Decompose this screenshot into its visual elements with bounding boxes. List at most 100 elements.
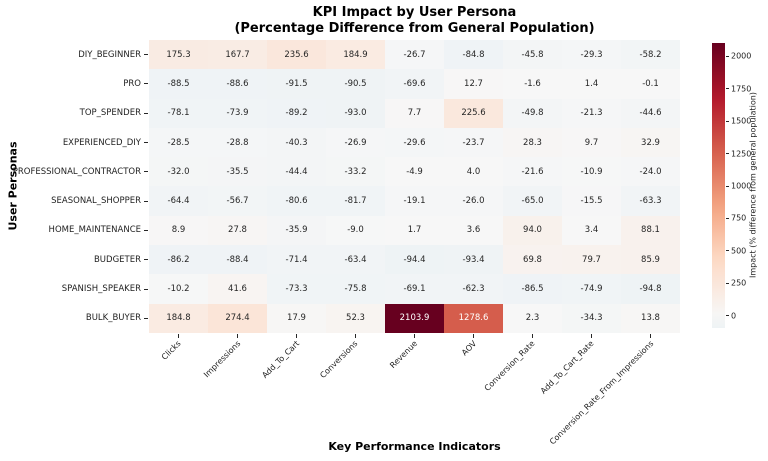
tick-mark [296, 333, 297, 338]
heatmap-cell: -80.6 [267, 186, 326, 216]
colorbar-tick-label: 250 [731, 278, 747, 288]
heatmap-cell: 1278.6 [444, 303, 503, 333]
heatmap-cell: 7.7 [385, 98, 444, 128]
heatmap-cell: 17.9 [267, 303, 326, 333]
y-tick-label: SEASONAL_SHOPPER [51, 196, 141, 207]
colorbar-tick-label: 1500 [731, 116, 752, 126]
heatmap-grid: 175.3 167.7 235.6 184.9 -26.7 -84.8 -45.8 -29.3… [149, 40, 680, 333]
heatmap-cell: 1.7 [385, 215, 444, 246]
heatmap-cell: 8.9 [149, 215, 208, 246]
heatmap-cell: -64.4 [149, 186, 208, 216]
tick-mark [532, 333, 533, 338]
heatmap-cell: -74.9 [562, 274, 621, 304]
colorbar-tick-mark [726, 153, 729, 155]
tick-mark [144, 142, 148, 144]
colorbar-tick-mark [726, 185, 729, 187]
tick-mark [144, 317, 148, 319]
heatmap-cell: -44.4 [267, 157, 326, 187]
y-tick-label: BULK_BUYER [85, 313, 141, 324]
chart-title: KPI Impact by User Persona (Percentage D… [119, 5, 710, 36]
y-tick-label: EXPERIENCED_DIY [62, 137, 141, 148]
tick-mark [650, 333, 651, 338]
heatmap-cell: -84.8 [444, 40, 503, 70]
heatmap-cell: -89.2 [267, 98, 326, 128]
heatmap-cell: -10.2 [149, 274, 208, 304]
heatmap-cell: -24.0 [621, 157, 680, 187]
heatmap-cell: -75.8 [326, 274, 385, 304]
colorbar-tick-mark [726, 120, 729, 122]
x-axis-title: Key Performance Indicators [328, 440, 501, 453]
tick-mark [237, 333, 238, 338]
x-tick-label: AOV [459, 339, 478, 358]
x-tick-label: Clicks [160, 339, 183, 362]
tick-mark [591, 333, 592, 338]
tick-mark [144, 288, 148, 290]
heatmap-cell: -93.4 [444, 245, 503, 275]
colorbar-tick-label: 1000 [731, 181, 752, 191]
heatmap-cell: 12.7 [444, 69, 503, 99]
heatmap-cell: -21.3 [562, 98, 621, 128]
tick-mark [144, 200, 148, 202]
heatmap-cell: -49.8 [503, 98, 562, 128]
heatmap-cell: -86.2 [149, 245, 208, 275]
tick-mark [144, 112, 148, 114]
heatmap-cell: -88.4 [208, 245, 267, 275]
heatmap-cell: -63.4 [326, 245, 385, 275]
colorbar-tick-label: 1250 [731, 149, 752, 159]
tick-mark [473, 333, 474, 338]
heatmap-cell: -34.3 [562, 303, 621, 333]
heatmap-cell: -58.2 [621, 40, 680, 70]
heatmap-cell: -33.2 [326, 157, 385, 187]
heatmap-cell: -94.4 [385, 245, 444, 275]
y-tick-label: TOP_SPENDER [79, 108, 141, 119]
heatmap-cell: 32.9 [621, 127, 680, 158]
colorbar [712, 43, 725, 328]
tick-mark [178, 333, 179, 338]
y-tick-label: SPANISH_SPEAKER [61, 284, 141, 295]
tick-mark [414, 333, 415, 338]
colorbar-tick-mark [726, 315, 729, 317]
heatmap-cell: -29.3 [562, 40, 621, 70]
x-tick-label: Revenue [387, 339, 419, 371]
heatmap-cell: 2.3 [503, 303, 562, 333]
heatmap-cell: -26.0 [444, 186, 503, 216]
tick-mark [144, 83, 148, 85]
heatmap-cell: 85.9 [621, 245, 680, 275]
chart-title-line1: KPI Impact by User Persona [312, 5, 517, 20]
heatmap-cell: -69.6 [385, 69, 444, 99]
heatmap-cell: 235.6 [267, 40, 326, 70]
heatmap-cell: 175.3 [149, 40, 208, 70]
heatmap-cell: -0.1 [621, 69, 680, 99]
heatmap-cell: -73.3 [267, 274, 326, 304]
heatmap-cell: 41.6 [208, 274, 267, 304]
colorbar-label: Impact (% difference from general popula… [748, 92, 758, 278]
x-tick-label: Add_To_Cart_Rate [539, 339, 596, 396]
x-tick-label: Conversion_Rate [482, 339, 537, 393]
heatmap-cell: -21.6 [503, 157, 562, 187]
heatmap-cell: 13.8 [621, 303, 680, 333]
heatmap-cell: -93.0 [326, 98, 385, 128]
heatmap-cell: -40.3 [267, 127, 326, 158]
x-tick-label: Conversion_Rate_From_Impressions [547, 339, 655, 447]
heatmap-cell: 3.4 [562, 215, 621, 246]
heatmap-cell: -62.3 [444, 274, 503, 304]
colorbar-tick-mark [726, 88, 729, 90]
y-axis-title: User Personas [6, 141, 20, 231]
heatmap-cell: -63.3 [621, 186, 680, 216]
colorbar-tick-label: 2000 [731, 51, 752, 61]
heatmap-cell: 69.8 [503, 245, 562, 275]
heatmap-cell: 2103.9 [385, 303, 444, 333]
tick-mark [144, 54, 148, 56]
tick-mark [144, 171, 148, 173]
heatmap-cell: -35.9 [267, 215, 326, 246]
y-tick-label: PROFESSIONAL_CONTRACTOR [12, 166, 141, 177]
heatmap-cell: 167.7 [208, 40, 267, 70]
heatmap-cell: 88.1 [621, 215, 680, 246]
y-tick-label: PRO [123, 78, 141, 89]
heatmap-cell: 28.3 [503, 127, 562, 158]
tick-mark [355, 333, 356, 338]
heatmap-cell: -71.4 [267, 245, 326, 275]
heatmap-cell: 9.7 [562, 127, 621, 158]
heatmap-cell: -28.8 [208, 127, 267, 158]
